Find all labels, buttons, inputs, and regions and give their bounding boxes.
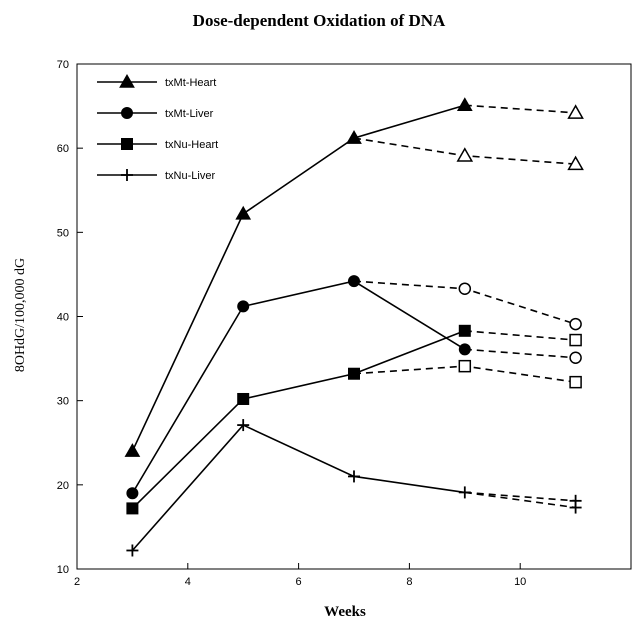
txmt-liver-point <box>458 343 471 356</box>
txmt-heart-point <box>235 205 252 220</box>
txmt-heart-open-point <box>456 147 474 162</box>
series-lines <box>131 104 576 552</box>
legend-label-txnu-liver: txNu-Liver <box>165 170 215 182</box>
txmt-liver-open-point <box>569 317 582 331</box>
txnu-liver-solid-line <box>131 424 465 552</box>
txmt-liver-open-point <box>458 282 472 295</box>
x-tick-label: 8 <box>406 576 412 588</box>
txnu-liver-point <box>348 470 360 483</box>
x-tick-label: 10 <box>514 576 526 588</box>
y-tick-label: 40 <box>57 312 69 324</box>
x-tick-label: 4 <box>185 576 191 588</box>
y-axis-label: 8OHdG/100,000 dG <box>13 258 28 372</box>
txnu-heart-open-point <box>569 375 582 389</box>
txmt-heart-point <box>456 97 473 111</box>
txmt-heart-point <box>124 443 141 457</box>
txmt-heart-open-point <box>567 155 584 171</box>
legend-label-txmt-heart: txMt-Heart <box>165 77 216 89</box>
legend: txMt-Heart txMt-Liver txNu-Heart txNu-Liver <box>97 73 218 182</box>
chart-title: Dose-dependent Oxidation of DNA <box>193 11 446 30</box>
legend-marker-txmt-liver <box>121 107 133 119</box>
txmt-liver-point <box>348 275 360 288</box>
txnu-heart-dashed-line <box>464 330 576 341</box>
txnu-liver-point <box>458 486 471 499</box>
txmt-heart-dashed-line <box>464 104 576 114</box>
y-tick-label: 60 <box>57 143 69 155</box>
y-tick-label: 20 <box>57 480 69 492</box>
legend-marker-txnu-liver <box>121 169 133 181</box>
txmt-liver-solid-line <box>131 280 466 494</box>
txnu-liver-point <box>237 419 250 432</box>
txnu-liver-point <box>569 501 582 514</box>
txnu-heart-solid-line <box>131 330 466 509</box>
x-axis-label: Weeks <box>324 604 366 620</box>
txmt-heart-solid-line <box>131 104 466 452</box>
y-tick-label: 30 <box>57 396 69 408</box>
txnu-heart-point <box>348 367 360 380</box>
txnu-heart-point <box>458 324 471 337</box>
txnu-heart-open-point <box>569 333 582 347</box>
x-tick-label: 2 <box>74 576 80 588</box>
legend-marker-txmt-heart <box>119 73 135 88</box>
txnu-heart-point <box>126 502 139 515</box>
txnu-heart-point <box>237 392 250 405</box>
y-tick-label: 50 <box>57 227 69 239</box>
txmt-liver-point <box>237 300 250 313</box>
legend-marker-txnu-heart <box>121 138 133 150</box>
axes: 2 4 6 8 10 10 20 30 40 50 60 70 <box>57 59 527 588</box>
txmt-liver-open-point <box>569 351 582 364</box>
legend-label-txmt-liver: txMt-Liver <box>165 108 214 120</box>
y-tick-label: 70 <box>57 59 69 71</box>
txmt-heart-point <box>346 130 362 144</box>
txnu-liver-dashed-line <box>464 491 576 502</box>
txmt-liver-dashed-line <box>464 348 576 359</box>
txmt-heart-open-point <box>567 104 584 119</box>
y-tick-label: 10 <box>57 564 69 576</box>
x-tick-label: 6 <box>296 576 302 588</box>
legend-label-txnu-heart: txNu-Heart <box>165 139 218 151</box>
txnu-liver-dashed-line <box>464 491 576 509</box>
txnu-heart-open-point <box>458 359 472 373</box>
series-markers <box>124 97 584 557</box>
txnu-liver-point <box>126 544 139 557</box>
txmt-liver-point <box>126 487 139 500</box>
